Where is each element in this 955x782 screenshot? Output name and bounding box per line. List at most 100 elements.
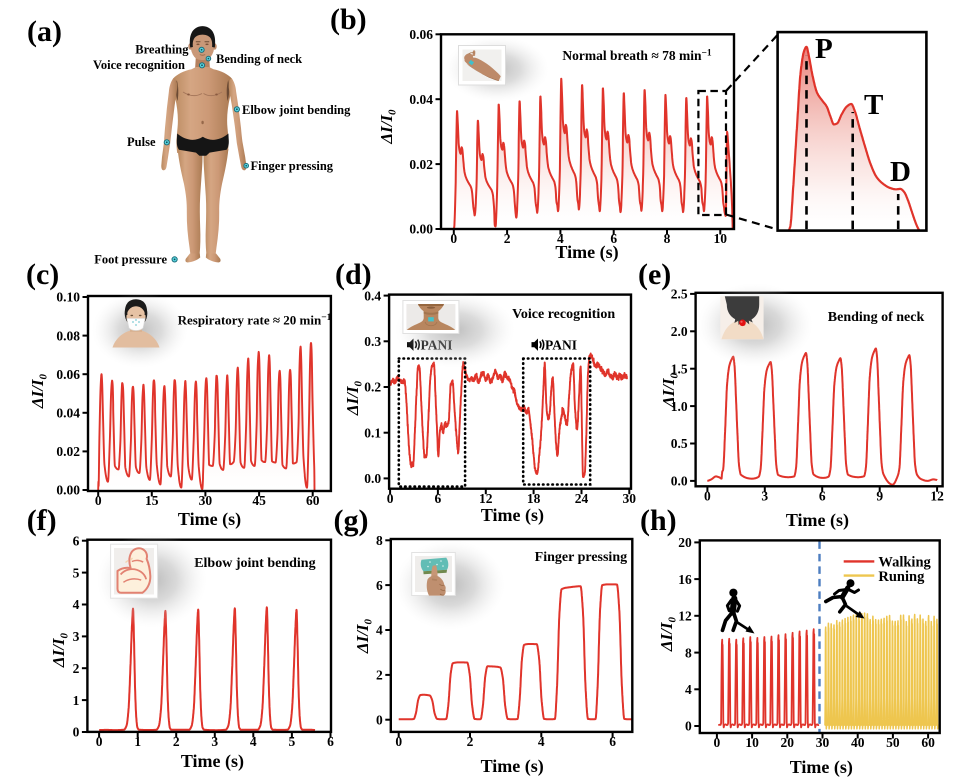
svg-text:0: 0	[376, 712, 383, 727]
svg-text:1.0: 1.0	[671, 399, 688, 414]
svg-text:(g): (g)	[334, 504, 369, 537]
svg-text:2: 2	[376, 668, 383, 683]
svg-text:(c): (c)	[26, 258, 59, 291]
svg-text:4: 4	[250, 734, 257, 749]
svg-text:3: 3	[73, 629, 80, 644]
svg-text:30: 30	[623, 491, 637, 506]
svg-text:2: 2	[173, 734, 180, 749]
svg-text:0: 0	[714, 735, 721, 750]
svg-text:24: 24	[575, 491, 589, 506]
svg-text:(e): (e)	[638, 258, 671, 291]
svg-text:0.5: 0.5	[671, 436, 688, 451]
svg-text:18: 18	[527, 491, 541, 506]
svg-text:6: 6	[819, 489, 826, 504]
svg-text:4: 4	[376, 623, 383, 638]
svg-text:Voice recognition: Voice recognition	[93, 58, 185, 72]
svg-text:6: 6	[327, 734, 334, 749]
svg-text:Time (s): Time (s)	[178, 509, 241, 530]
svg-text:PANI: PANI	[545, 338, 577, 353]
svg-text:Normal breath ≈ 78 min−1: Normal breath ≈ 78 min−1	[562, 48, 712, 63]
svg-text:40: 40	[851, 735, 865, 750]
svg-text:D: D	[890, 156, 911, 188]
svg-text:ΔI/I0: ΔI/I0	[343, 380, 365, 416]
svg-text:0: 0	[96, 734, 103, 749]
svg-text:Time (s): Time (s)	[555, 242, 618, 263]
svg-text:Elbow joint bending: Elbow joint bending	[194, 556, 315, 571]
svg-text:0: 0	[685, 719, 692, 734]
svg-text:6: 6	[73, 533, 80, 548]
svg-text:Time (s): Time (s)	[181, 751, 244, 772]
svg-text:P: P	[815, 33, 833, 65]
svg-text:0.06: 0.06	[56, 367, 80, 382]
svg-text:Time (s): Time (s)	[481, 756, 544, 777]
svg-text:Runing: Runing	[878, 569, 925, 585]
svg-text:(h): (h)	[640, 504, 677, 537]
svg-text:60: 60	[921, 735, 935, 750]
svg-text:30: 30	[199, 493, 213, 508]
svg-text:0.02: 0.02	[56, 444, 80, 459]
svg-text:0.00: 0.00	[56, 483, 80, 498]
svg-text:20: 20	[678, 535, 692, 550]
svg-text:5: 5	[289, 734, 296, 749]
svg-text:0.04: 0.04	[56, 406, 80, 421]
svg-text:0.0: 0.0	[671, 474, 688, 489]
svg-text:5: 5	[73, 565, 80, 580]
svg-text:4: 4	[685, 682, 692, 697]
svg-text:Time (s): Time (s)	[786, 510, 849, 531]
svg-text:Breathing: Breathing	[135, 42, 189, 56]
svg-text:2.0: 2.0	[671, 324, 688, 339]
svg-text:0.08: 0.08	[56, 328, 80, 343]
svg-text:Voice recognition: Voice recognition	[512, 307, 615, 322]
svg-text:3: 3	[211, 734, 218, 749]
svg-text:0.1: 0.1	[364, 425, 381, 440]
svg-text:16: 16	[678, 572, 692, 587]
svg-text:1: 1	[134, 734, 141, 749]
svg-text:ΔI/I0: ΔI/I0	[377, 109, 399, 145]
svg-text:6: 6	[609, 734, 616, 749]
svg-text:0.3: 0.3	[364, 334, 381, 349]
svg-text:0.0: 0.0	[364, 471, 381, 486]
svg-text:0.2: 0.2	[364, 380, 381, 395]
svg-text:Pulse: Pulse	[127, 135, 156, 149]
svg-text:Time (s): Time (s)	[481, 505, 544, 526]
svg-text:T: T	[864, 89, 883, 121]
svg-text:Respiratory rate ≈ 20 min−1: Respiratory rate ≈ 20 min−1	[178, 313, 332, 328]
svg-text:ΔI/I0: ΔI/I0	[353, 618, 375, 654]
svg-text:ΔI/I0: ΔI/I0	[28, 373, 50, 409]
svg-text:0.10: 0.10	[56, 290, 80, 305]
svg-text:45: 45	[252, 493, 266, 508]
svg-text:12: 12	[930, 489, 944, 504]
svg-text:Walking: Walking	[878, 555, 931, 571]
svg-text:6: 6	[376, 578, 383, 593]
svg-text:15: 15	[145, 493, 159, 508]
svg-text:6: 6	[435, 491, 442, 506]
svg-text:3: 3	[761, 489, 768, 504]
svg-text:8: 8	[664, 231, 671, 246]
svg-text:0: 0	[704, 489, 711, 504]
svg-text:(d): (d)	[335, 258, 372, 291]
svg-text:ΔI/I0: ΔI/I0	[49, 632, 71, 668]
svg-text:0.4: 0.4	[364, 288, 381, 303]
svg-text:4: 4	[73, 597, 80, 612]
svg-text:2: 2	[73, 661, 80, 676]
svg-text:30: 30	[816, 735, 830, 750]
svg-text:6: 6	[610, 231, 617, 246]
svg-text:Bending of neck: Bending of neck	[828, 310, 925, 325]
svg-text:12: 12	[479, 491, 493, 506]
svg-text:1.5: 1.5	[671, 361, 688, 376]
svg-text:0: 0	[387, 491, 394, 506]
svg-text:4: 4	[538, 734, 545, 749]
svg-text:Elbow joint bending: Elbow joint bending	[242, 103, 351, 117]
svg-text:0: 0	[450, 231, 457, 246]
svg-text:9: 9	[876, 489, 883, 504]
svg-text:2: 2	[504, 231, 511, 246]
svg-text:0: 0	[395, 734, 402, 749]
svg-text:0.06: 0.06	[409, 27, 433, 42]
svg-text:10: 10	[714, 231, 728, 246]
svg-text:Finger pressing: Finger pressing	[251, 159, 334, 173]
svg-text:4: 4	[557, 231, 564, 246]
svg-text:ΔI/I0: ΔI/I0	[659, 372, 681, 408]
svg-text:12: 12	[678, 609, 692, 624]
svg-text:1: 1	[73, 693, 80, 708]
svg-text:ΔI/I0: ΔI/I0	[657, 616, 679, 652]
